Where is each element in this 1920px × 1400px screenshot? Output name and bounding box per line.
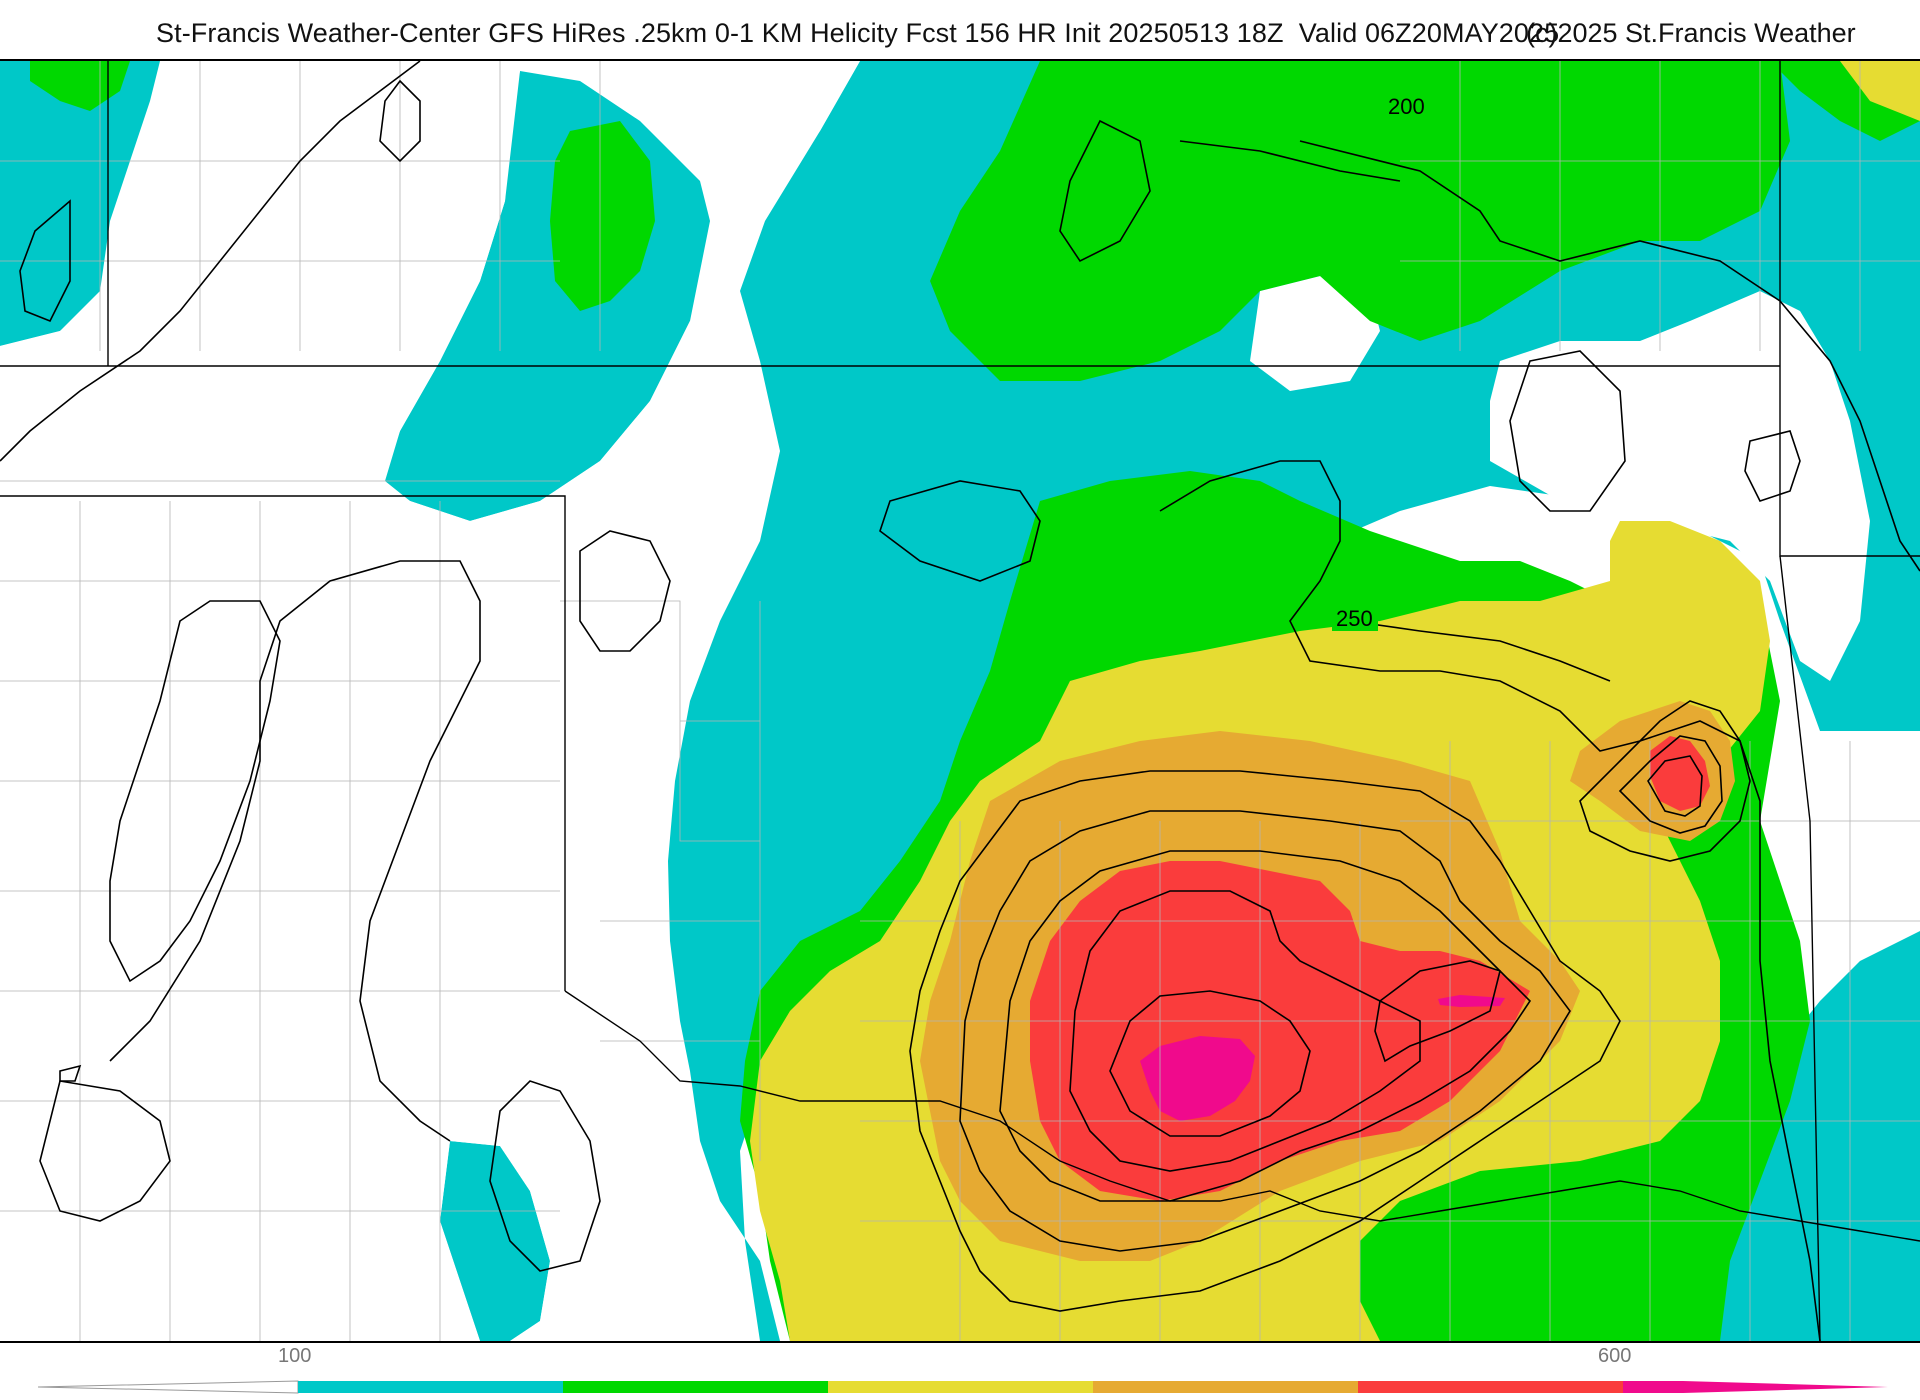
legend-tick-label: 600 (1598, 1345, 1632, 1367)
helicity-holes-white (0, 61, 1870, 1341)
copyright-text: (c)2025 St.Francis Weather (1526, 18, 1856, 48)
contour-labels: 200 250 (1332, 94, 1430, 631)
title-bar: St-Francis Weather-Center GFS HiRes .25k… (0, 0, 1920, 58)
legend-color-bar (37, 1380, 1888, 1394)
state-boundaries (0, 61, 1920, 1341)
contour-label-200: 200 (1388, 94, 1425, 119)
county-boundaries (0, 61, 1920, 1341)
legend-tick-label: 100 (278, 1345, 312, 1367)
contour-label-250: 250 (1336, 606, 1373, 631)
map-title: St-Francis Weather-Center GFS HiRes .25k… (156, 18, 1560, 48)
helicity-fill-red (1030, 736, 1710, 1201)
helicity-map[interactable]: 200 250 (0, 59, 1920, 1343)
helicity-contours (0, 61, 1920, 1341)
color-legend: 100 600 (0, 1340, 1920, 1400)
helicity-fill-magenta (1140, 995, 1505, 1121)
